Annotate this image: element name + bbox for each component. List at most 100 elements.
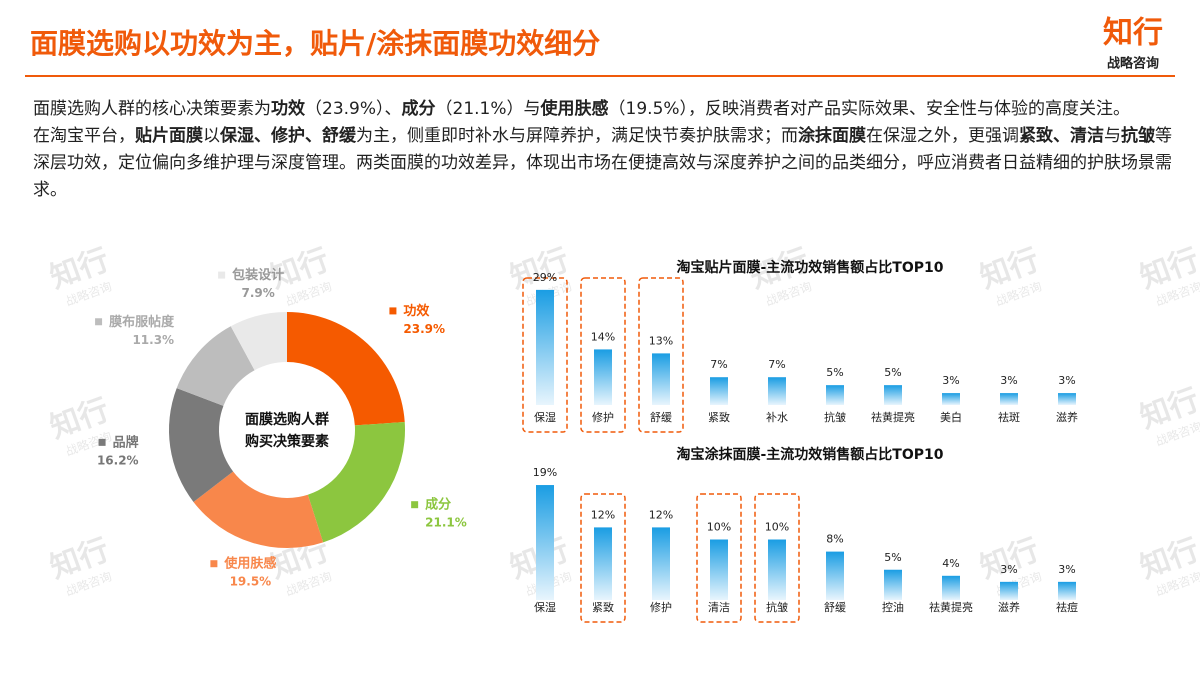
bold-run: 紧致、清洁: [1019, 126, 1104, 146]
bar: [652, 353, 670, 405]
x-tick-label: 祛黄提亮: [871, 410, 915, 424]
x-tick-label: 滋养: [998, 600, 1020, 614]
x-tick-label: 祛痘: [1056, 600, 1078, 614]
bar: [884, 385, 902, 405]
text-run: （21.1%）与: [435, 99, 541, 119]
logo-name: 知行: [1103, 16, 1163, 51]
legend-marker: [95, 318, 103, 326]
legend-marker: [218, 271, 226, 279]
donut-segment: [169, 388, 234, 502]
bar: [594, 349, 612, 405]
bar: [768, 539, 786, 600]
text-run: 面膜选购人群的核心决策要素为: [33, 99, 271, 119]
x-tick-label: 舒缓: [650, 410, 672, 424]
center-label: 购买决策要素: [245, 433, 329, 450]
logo-sub: 战略咨询: [1107, 56, 1159, 72]
bar: [1000, 581, 1018, 600]
bar: [942, 575, 960, 600]
x-tick-label: 保湿: [534, 600, 556, 614]
bar: [710, 539, 728, 600]
segment-label: 品牌: [113, 434, 139, 450]
bold-run: 贴片面膜: [135, 126, 203, 146]
bar: [1058, 581, 1076, 600]
value-label: 10%: [765, 521, 789, 534]
text-run: （19.5%），反映消费者对产品实际效果、安全性与体验的高度关注。: [608, 99, 1131, 119]
bold-run: 涂抹面膜: [798, 126, 866, 146]
segment-label: 包装设计: [232, 267, 284, 283]
bar: [652, 527, 670, 600]
text-run: （23.9%）、: [305, 99, 402, 119]
x-tick-label: 祛斑: [998, 410, 1020, 424]
value-label: 13%: [649, 334, 673, 347]
x-tick-label: 紧致: [708, 410, 730, 424]
bold-run: 功效: [271, 99, 305, 119]
paragraph: 在淘宝平台，贴片面膜以保湿、修护、舒缓为主，侧重即时补水与屏障养护，满足快节奏护…: [33, 123, 1173, 204]
highlight-box: [580, 493, 626, 623]
value-label: 19%: [533, 466, 557, 479]
value-label: 3%: [1058, 374, 1075, 387]
bold-run: 抗皱: [1121, 126, 1155, 146]
segment-value: 11.3%: [132, 333, 174, 347]
bar: [710, 377, 728, 405]
value-label: 5%: [826, 366, 843, 379]
segment-value: 23.9%: [403, 322, 445, 336]
donut-segment: [230, 312, 287, 371]
bar: [536, 289, 554, 405]
text-run: 在淘宝平台，: [33, 126, 135, 146]
value-label: 3%: [1058, 563, 1075, 576]
x-tick-label: 修护: [650, 600, 672, 614]
x-tick-label: 祛黄提亮: [929, 600, 973, 614]
value-label: 14%: [591, 330, 615, 343]
text-run: 在保湿之外，更强调: [866, 126, 1019, 146]
bar: [826, 385, 844, 405]
value-label: 5%: [884, 366, 901, 379]
paragraph: 面膜选购人群的核心决策要素为功效（23.9%）、成分（21.1%）与使用肤感（1…: [33, 96, 1173, 123]
donut-segment: [193, 471, 324, 548]
value-label: 3%: [1000, 374, 1017, 387]
highlight-box: [638, 277, 684, 433]
segment-value: 21.1%: [425, 516, 467, 530]
bar: [1058, 393, 1076, 405]
value-label: 12%: [591, 508, 615, 521]
bold-run: 成分: [401, 99, 436, 119]
x-tick-label: 滋养: [1056, 410, 1078, 424]
chart-title: 淘宝涂抹面膜-主流功效销售额占比TOP10: [676, 446, 943, 463]
value-label: 3%: [1000, 563, 1017, 576]
legend-marker: [210, 560, 218, 568]
text-run: 与: [1104, 126, 1121, 146]
x-tick-label: 抗皱: [766, 600, 788, 614]
segment-value: 7.9%: [241, 286, 274, 300]
segment-label: 使用肤感: [223, 556, 276, 572]
x-tick-label: 紧致: [592, 600, 614, 614]
segment-value: 19.5%: [230, 575, 272, 589]
segment-label: 成分: [425, 497, 451, 513]
text-run: 为主，侧重即时补水与屏障养护，满足快节奏护肤需求；而: [356, 126, 798, 146]
x-tick-label: 美白: [940, 410, 962, 424]
legend-marker: [389, 307, 397, 315]
donut-segment: [287, 312, 405, 426]
x-tick-label: 舒缓: [824, 600, 846, 614]
highlight-box: [754, 493, 800, 623]
value-label: 12%: [649, 508, 673, 521]
segment-value: 16.2%: [97, 453, 139, 467]
x-tick-label: 控油: [882, 600, 904, 614]
bar: [768, 377, 786, 405]
donut-segment: [176, 326, 255, 406]
x-tick-label: 清洁: [708, 601, 730, 614]
bold-run: 使用肤感: [540, 99, 609, 119]
text-run: 以: [203, 126, 220, 146]
legend-marker: [411, 501, 419, 509]
donut-segment: [307, 422, 405, 543]
value-label: 3%: [942, 374, 959, 387]
legend-marker: [98, 438, 106, 446]
highlight-box: [580, 277, 626, 433]
